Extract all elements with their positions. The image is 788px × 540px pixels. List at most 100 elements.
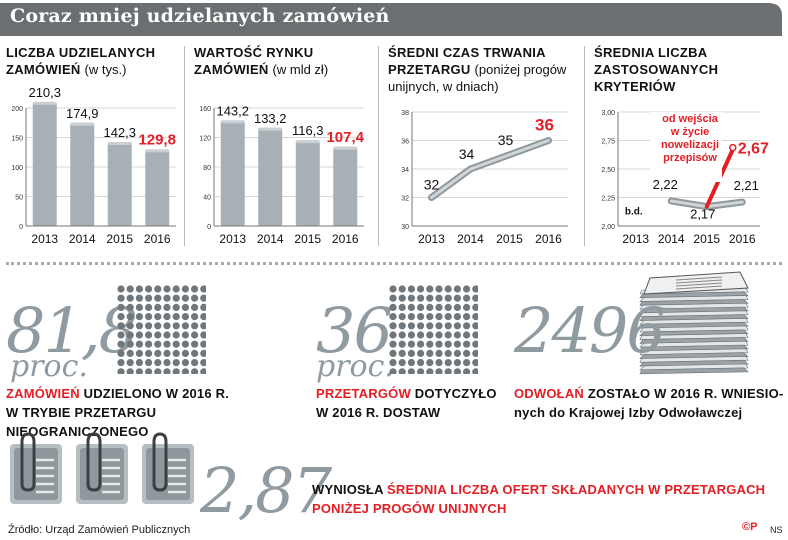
stat-offers-number: 2,87 xyxy=(200,454,332,527)
percent-dot xyxy=(172,340,180,348)
section-divider xyxy=(6,262,782,265)
data-label: b.d. xyxy=(625,207,643,218)
paperclip-icon xyxy=(20,432,36,492)
percent-dot xyxy=(389,340,397,348)
percent-dot xyxy=(389,303,397,311)
data-label: 2,22 xyxy=(653,177,678,192)
x-tick-label: 2014 xyxy=(658,232,685,246)
y-tick-label: 2,75 xyxy=(601,139,615,146)
percent-dot xyxy=(145,368,153,374)
percent-dot xyxy=(117,349,125,357)
chart-market-value-plot: 0 40 80 120 160 143,2 2013 133,2 2014 116,3 2015 10… xyxy=(199,103,364,246)
percent-dot xyxy=(453,331,461,339)
percent-dot xyxy=(389,331,397,339)
percent-dot xyxy=(426,313,434,321)
percent-dot xyxy=(135,322,143,330)
percent-dot xyxy=(154,294,162,302)
percent-dot xyxy=(444,349,452,357)
y-tick-label: 40 xyxy=(203,195,211,202)
stat-orders-percent-unit: proc. xyxy=(10,349,88,384)
bar xyxy=(107,142,132,226)
annotation-text: w życie xyxy=(670,126,710,138)
percent-dot xyxy=(181,313,189,321)
chart-orders-count-title: Liczba udzielanych zamówień (w tys.) xyxy=(6,45,156,77)
percent-dot xyxy=(163,322,171,330)
percent-dot xyxy=(472,294,478,302)
percent-dot xyxy=(472,349,478,357)
percent-dot xyxy=(191,285,199,293)
x-tick-label: 2013 xyxy=(622,232,649,246)
percent-dot xyxy=(472,322,478,330)
bar xyxy=(333,146,358,226)
y-tick-label: 100 xyxy=(11,165,23,172)
bar-highlight xyxy=(32,101,57,105)
percent-dot xyxy=(463,303,471,311)
percent-dot xyxy=(407,303,415,311)
chart-orders-count: Liczba udzielanych zamówień (w tys.) 0 50… xyxy=(6,36,184,256)
percent-dot xyxy=(154,303,162,311)
percent-dot xyxy=(145,331,153,339)
percent-dot xyxy=(407,349,415,357)
percent-dot xyxy=(472,340,478,348)
percent-dot xyxy=(426,294,434,302)
percent-dot xyxy=(200,359,206,367)
paper-text-line xyxy=(675,276,723,281)
percent-dot xyxy=(389,368,397,374)
percent-dot xyxy=(407,331,415,339)
percent-dot xyxy=(145,303,153,311)
percent-dot xyxy=(444,368,452,374)
percent-dot xyxy=(200,294,206,302)
percent-dot xyxy=(453,349,461,357)
bar xyxy=(258,127,283,226)
percent-dot xyxy=(407,340,415,348)
percent-dot xyxy=(135,285,143,293)
paper-text-line xyxy=(675,285,723,290)
paper-text-line xyxy=(675,282,723,287)
x-tick-label: 2015 xyxy=(496,232,523,246)
bar-highlight xyxy=(333,146,358,150)
paperclip-icon xyxy=(86,432,102,492)
percent-dot xyxy=(117,368,125,374)
bar xyxy=(295,140,320,226)
percent-dot xyxy=(172,368,180,374)
percent-dot xyxy=(407,322,415,330)
title-bar xyxy=(0,3,782,36)
percent-dot xyxy=(172,285,180,293)
percent-dot xyxy=(389,322,397,330)
data-label: 174,9 xyxy=(66,106,99,121)
percent-dot xyxy=(145,313,153,321)
y-tick-label: 50 xyxy=(15,195,23,202)
bar-highlight xyxy=(107,142,132,146)
highlight-label: 2,67 xyxy=(738,141,769,158)
data-label: 32 xyxy=(424,177,440,193)
percent-dot xyxy=(435,349,443,357)
chart-tender-duration-title: Średni czas trwania przetargu (poniżej p… xyxy=(388,45,567,94)
percent-dot xyxy=(407,359,415,367)
y-tick-label: 80 xyxy=(203,165,211,172)
percent-dot xyxy=(398,313,406,321)
percent-dot xyxy=(135,368,143,374)
percent-dot xyxy=(444,331,452,339)
annotation-text: nowelizacji xyxy=(661,139,719,151)
percent-dot xyxy=(389,349,397,357)
y-tick-label: 2,25 xyxy=(601,196,615,203)
percent-dot xyxy=(398,303,406,311)
y-tick-label: 34 xyxy=(401,167,409,174)
stat-orders-percent-number: 81,8 xyxy=(6,294,138,367)
chart-criteria-count: Średnia liczba zastosowanych kryteriów 2… xyxy=(594,36,784,256)
percent-dot xyxy=(389,313,397,321)
percent-dot xyxy=(154,340,162,348)
bar-highlight xyxy=(258,127,283,131)
percent-dot xyxy=(417,349,425,357)
percent-dot xyxy=(453,313,461,321)
x-tick-label: 2015 xyxy=(693,232,720,246)
percent-dot xyxy=(398,359,406,367)
y-tick-label: 0 xyxy=(207,224,211,231)
bar xyxy=(32,101,57,226)
percent-dot xyxy=(417,303,425,311)
percent-dot xyxy=(181,322,189,330)
x-tick-label: 2016 xyxy=(332,232,359,246)
percent-dot xyxy=(191,331,199,339)
percent-dot xyxy=(463,368,471,374)
x-tick-label: 2016 xyxy=(535,232,562,246)
